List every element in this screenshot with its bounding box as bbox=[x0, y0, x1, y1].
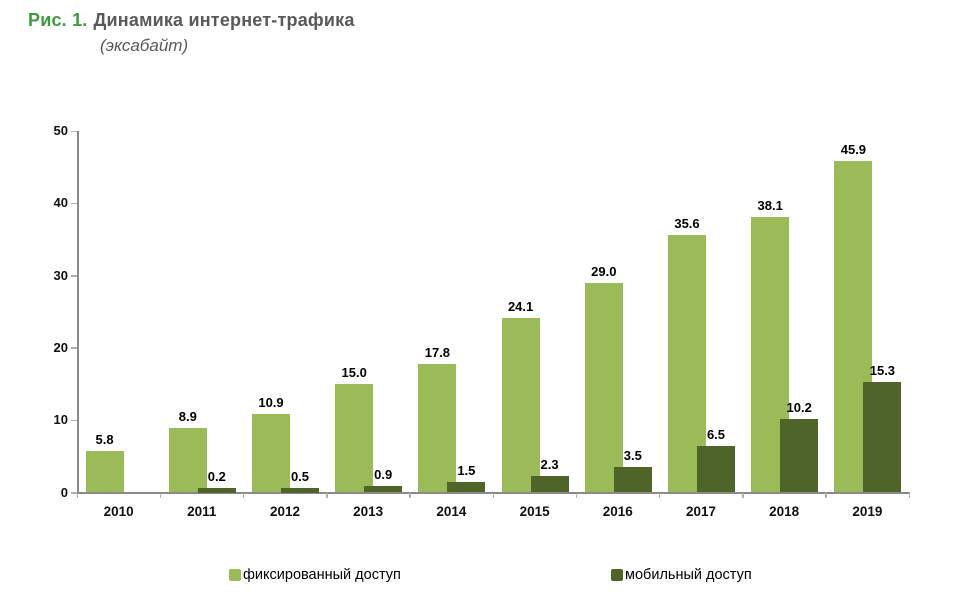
x-axis-label: 2016 bbox=[602, 503, 633, 519]
x-axis-label: 2013 bbox=[353, 503, 384, 519]
bar-label-mobile-2015: 2.3 bbox=[540, 456, 559, 472]
bar-label-fixed-2015: 24.1 bbox=[507, 299, 534, 315]
y-axis-line bbox=[77, 131, 79, 493]
x-axis-tick bbox=[908, 492, 910, 498]
bar-mobile-2013 bbox=[364, 485, 403, 493]
bar-label-fixed-2018: 38.1 bbox=[757, 198, 783, 214]
x-axis-label: 2014 bbox=[436, 503, 467, 519]
figure-title-line: Рис. 1. Динамика интернет-трафика bbox=[28, 10, 355, 31]
bar-label-mobile-2018: 10.2 bbox=[786, 399, 812, 415]
x-axis-tick bbox=[825, 492, 827, 498]
x-axis-tick bbox=[742, 492, 744, 498]
bar-mobile-2016 bbox=[613, 467, 652, 493]
x-axis-tick bbox=[409, 492, 411, 498]
y-axis-label: 20 bbox=[53, 339, 68, 355]
bar-mobile-2012 bbox=[281, 487, 319, 493]
x-axis-label: 2019 bbox=[852, 503, 883, 519]
figure-number-label: Рис. 1. bbox=[28, 10, 88, 30]
bar-label-mobile-2017: 6.5 bbox=[706, 426, 726, 442]
bar-label-mobile-2016: 3.5 bbox=[623, 448, 642, 464]
y-axis-tick bbox=[71, 419, 77, 422]
x-axis-tick bbox=[76, 492, 78, 498]
bar-fixed-2012 bbox=[252, 413, 290, 493]
bar-mobile-2018 bbox=[780, 418, 819, 493]
bar-label-fixed-2011: 8.9 bbox=[178, 409, 197, 425]
figure-unit: (эксабайт) bbox=[100, 36, 189, 55]
bar-fixed-2013 bbox=[335, 384, 374, 493]
y-axis-tick bbox=[71, 202, 77, 205]
x-axis-label: 2018 bbox=[769, 503, 800, 519]
bar-mobile-2019 bbox=[863, 381, 902, 493]
x-axis-tick bbox=[159, 492, 162, 498]
bar-fixed-2011 bbox=[168, 428, 207, 493]
bar-fixed-2015 bbox=[501, 318, 540, 493]
y-axis-label: 40 bbox=[53, 195, 68, 211]
x-axis-label: 2010 bbox=[103, 503, 134, 519]
x-axis-label: 2015 bbox=[519, 503, 550, 519]
bar-mobile-2011 bbox=[197, 487, 236, 493]
x-axis-label: 2012 bbox=[269, 503, 301, 519]
bar-mobile-2014 bbox=[447, 481, 486, 493]
x-axis-tick bbox=[242, 492, 245, 498]
bar-fixed-2016 bbox=[584, 282, 623, 493]
bar-label-mobile-2011: 0.2 bbox=[207, 468, 226, 484]
bar-mobile-2017 bbox=[697, 445, 735, 493]
x-axis-label: 2017 bbox=[685, 503, 717, 519]
x-axis-label: 2011 bbox=[187, 503, 217, 519]
bar-label-mobile-2013: 0.9 bbox=[374, 466, 393, 482]
bar-label-fixed-2014: 17.8 bbox=[424, 344, 451, 360]
y-axis-tick bbox=[71, 347, 77, 349]
y-axis-label: 0 bbox=[60, 484, 68, 500]
figure-header: Рис. 1. Динамика интернет-трафика (эксаба… bbox=[28, 10, 355, 56]
x-axis-tick bbox=[658, 492, 661, 498]
bar-label-mobile-2019: 15.3 bbox=[869, 362, 896, 378]
bar-label-mobile-2012: 0.5 bbox=[290, 468, 310, 484]
bar-mobile-2015 bbox=[530, 475, 569, 493]
bar-label-fixed-2016: 29.0 bbox=[591, 263, 617, 279]
bar-label-fixed-2012: 10.9 bbox=[258, 394, 284, 410]
bar-label-fixed-2010: 5.8 bbox=[95, 431, 114, 447]
y-axis-label: 30 bbox=[53, 267, 68, 283]
y-axis-label: 10 bbox=[53, 412, 68, 428]
y-axis-tick bbox=[71, 130, 77, 132]
y-axis-tick bbox=[71, 492, 77, 494]
x-axis-tick bbox=[326, 492, 328, 498]
bar-label-fixed-2013: 15.0 bbox=[341, 365, 367, 381]
bar-label-fixed-2019: 45.9 bbox=[840, 141, 867, 157]
x-axis-tick bbox=[575, 492, 578, 498]
bar-label-fixed-2017: 35.6 bbox=[674, 216, 700, 232]
bar-label-mobile-2014: 1.5 bbox=[457, 462, 476, 478]
y-axis-tick bbox=[71, 275, 77, 277]
bar-fixed-2010 bbox=[85, 450, 124, 493]
figure-title: Динамика интернет-трафика bbox=[93, 10, 355, 30]
bar-fixed-2014 bbox=[418, 363, 457, 493]
y-axis-label: 50 bbox=[53, 123, 68, 138]
x-axis-tick bbox=[492, 492, 494, 498]
